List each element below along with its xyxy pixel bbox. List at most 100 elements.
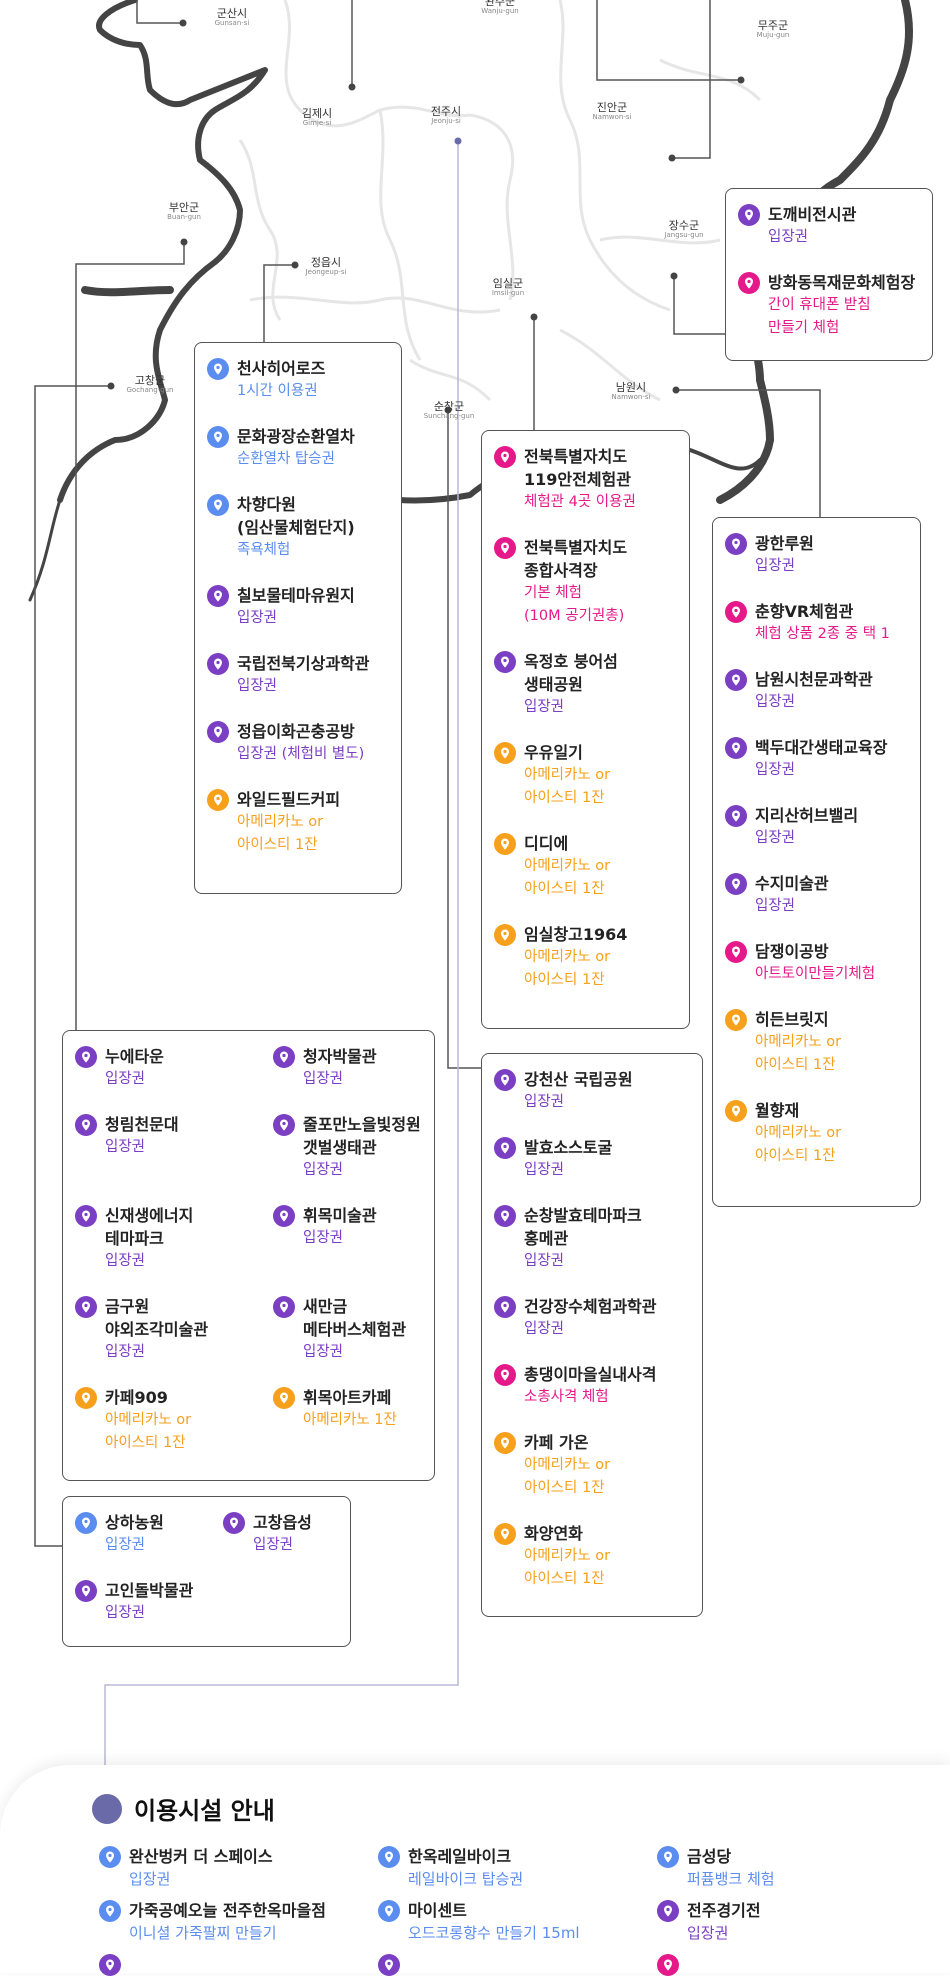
place-benefit: 입장권: [237, 678, 278, 694]
place-item[interactable]: 신재생에너지 테마파크 입장권: [75, 1204, 273, 1273]
region-label: 남원시 Namwon-si: [612, 381, 651, 402]
place-name: 히든브릿지: [755, 1010, 829, 1029]
place-name: 누에타운: [105, 1047, 164, 1066]
place-benefit: 아메리카노 or 아이스티 1잔: [524, 858, 611, 897]
place-item[interactable]: 천사히어로즈 1시간 이용권: [207, 357, 391, 403]
location-pin-icon: [99, 1954, 121, 1976]
place-name: 춘향VR체험관: [755, 602, 854, 621]
place-item[interactable]: 우유일기 아메리카노 or 아이스티 1잔: [494, 741, 679, 810]
place-benefit: 아메리카노 or 아이스티 1잔: [524, 1457, 611, 1496]
place-name: 담쟁이공방: [755, 942, 829, 961]
place-benefit: 입장권: [755, 694, 796, 710]
place-item[interactable]: 담쟁이공방 아트토이만들기체험: [725, 940, 910, 986]
region-label: 김제시 Gimje-si: [302, 107, 332, 128]
place-name: 휘목아트카페: [303, 1388, 392, 1407]
place-item[interactable]: 방화동목재문화체험장 간이 휴대폰 받침 만들기 체험: [738, 271, 922, 340]
place-item[interactable]: 백두대간생태교육장 입장권: [725, 736, 910, 782]
place-benefit: 기본 체험 (10M 공기권총): [524, 585, 625, 624]
place-benefit: 간이 휴대폰 받침 만들기 체험: [768, 297, 871, 336]
location-pin-icon: [494, 1523, 516, 1545]
location-pin-icon: [725, 601, 747, 623]
place-benefit: 아메리카노 or 아이스티 1잔: [524, 1548, 611, 1587]
location-pin-icon: [657, 1846, 679, 1868]
place-item[interactable]: 금성당 퍼퓸뱅크 체험: [657, 1845, 936, 1891]
place-name: 건강장수체험과학관: [524, 1297, 657, 1316]
place-item[interactable]: 청자박물관 입장권: [273, 1045, 424, 1091]
place-benefit: 입장권: [253, 1537, 294, 1553]
place-item-partial[interactable]: [99, 1953, 378, 1976]
place-item[interactable]: 월향재 아메리카노 or 아이스티 1잔: [725, 1099, 910, 1168]
place-item[interactable]: 국립전북기상과학관 입장권: [207, 652, 391, 698]
place-benefit: 입장권: [768, 229, 809, 245]
place-item[interactable]: 한옥레일바이크 레일바이크 탑승권: [378, 1845, 657, 1891]
place-item[interactable]: 춘향VR체험관 체험 상품 2종 중 택 1: [725, 600, 910, 646]
place-item[interactable]: 수지미술관 입장권: [725, 872, 910, 918]
location-pin-icon: [207, 721, 229, 743]
place-item[interactable]: 상하농원 입장권: [75, 1511, 223, 1557]
place-item[interactable]: 휘목미술관 입장권: [273, 1204, 424, 1273]
place-item[interactable]: 지리산허브밸리 입장권: [725, 804, 910, 850]
place-benefit: 아메리카노 1잔: [303, 1412, 397, 1428]
place-item[interactable]: 전북특별자치도 119안전체험관 체험관 4곳 이용권: [494, 445, 679, 514]
place-item[interactable]: 누에타운 입장권: [75, 1045, 273, 1091]
place-benefit: 입장권: [524, 699, 565, 715]
place-name: 순창발효테마파크 홍메관: [524, 1206, 642, 1248]
place-item[interactable]: 남원시천문과학관 입장권: [725, 668, 910, 714]
place-item[interactable]: 순창발효테마파크 홍메관 입장권: [494, 1204, 692, 1273]
location-pin-icon: [494, 446, 516, 468]
place-item[interactable]: 카페909 아메리카노 or 아이스티 1잔: [75, 1386, 273, 1455]
place-benefit: 입장권: [524, 1321, 565, 1337]
place-item[interactable]: 줄포만노을빛정원 갯벌생태관 입장권: [273, 1113, 424, 1182]
place-item[interactable]: 마이센트 오드코롱향수 만들기 15ml: [378, 1899, 657, 1945]
place-name: 마이센트: [408, 1901, 467, 1920]
place-name: 우유일기: [524, 743, 583, 762]
place-item[interactable]: 문화광장순환열차 순환열차 탑승권: [207, 425, 391, 471]
place-item[interactable]: 디디에 아메리카노 or 아이스티 1잔: [494, 832, 679, 901]
place-item[interactable]: 히든브릿지 아메리카노 or 아이스티 1잔: [725, 1008, 910, 1077]
place-item[interactable]: 도깨비전시관 입장권: [738, 203, 922, 249]
place-item[interactable]: 발효소스토굴 입장권: [494, 1136, 692, 1182]
region-label: 군산시 Gunsan-si: [215, 7, 250, 28]
location-pin-icon: [494, 537, 516, 559]
place-item[interactable]: 전주경기전 입장권: [657, 1899, 936, 1945]
facilities-list: 완산벙커 더 스페이스 입장권 한옥레일바이크 레일바이크 탑승권 금성당 퍼퓸뱅크 체험…: [99, 1845, 936, 1976]
place-benefit: 입장권 (체험비 별도): [237, 746, 365, 762]
place-benefit: 입장권: [687, 1924, 729, 1942]
place-item[interactable]: 차향다원 (임산물체험단지) 족욕체험: [207, 493, 391, 562]
place-item[interactable]: 임실창고1964 아메리카노 or 아이스티 1잔: [494, 923, 679, 992]
place-item[interactable]: 고인돌박물관 입장권: [75, 1579, 223, 1625]
place-item[interactable]: 새만금 메타버스체험관 입장권: [273, 1295, 424, 1364]
connector-lines: [34, 0, 821, 1547]
location-pin-icon: [75, 1580, 97, 1602]
location-pin-icon: [657, 1954, 679, 1976]
place-item[interactable]: 옥정호 붕어섬 생태공원 입장권: [494, 650, 679, 719]
place-item[interactable]: 완산벙커 더 스페이스 입장권: [99, 1845, 378, 1891]
place-item[interactable]: 칠보물테마유원지 입장권: [207, 584, 391, 630]
place-benefit: 아메리카노 or 아이스티 1잔: [237, 814, 324, 853]
place-benefit: 아메리카노 or 아이스티 1잔: [524, 949, 611, 988]
place-item[interactable]: 금구원 야외조각미술관 입장권: [75, 1295, 273, 1364]
place-benefit: 입장권: [105, 1537, 146, 1553]
place-item-partial[interactable]: [378, 1953, 657, 1976]
place-name: 화양연화: [524, 1524, 583, 1543]
place-item[interactable]: 정읍이화곤충공방 입장권 (체험비 별도): [207, 720, 391, 766]
place-item[interactable]: 광한루원 입장권: [725, 532, 910, 578]
place-item[interactable]: 총댕이마을실내사격 소총사격 체험: [494, 1363, 692, 1409]
place-item[interactable]: 가죽공예오늘 전주한옥마을점 이니셜 가죽팔찌 만들기: [99, 1899, 378, 1945]
location-pin-icon: [378, 1900, 400, 1922]
place-item-partial[interactable]: [657, 1953, 936, 1976]
place-item[interactable]: 청림천문대 입장권: [75, 1113, 273, 1182]
region-name: 무주군: [757, 19, 789, 32]
place-item[interactable]: 고창읍성 입장권: [223, 1511, 340, 1557]
place-name: 금구원 야외조각미술관: [105, 1297, 209, 1339]
place-item[interactable]: 전북특별자치도 종합사격장 기본 체험 (10M 공기권총): [494, 536, 679, 628]
place-item[interactable]: 강천산 국립공원 입장권: [494, 1068, 692, 1114]
place-item[interactable]: 카페 가온 아메리카노 or 아이스티 1잔: [494, 1431, 692, 1500]
place-name: 새만금 메타버스체험관: [303, 1297, 407, 1339]
place-item[interactable]: 와일드필드커피 아메리카노 or 아이스티 1잔: [207, 788, 391, 857]
location-pin-icon: [494, 1137, 516, 1159]
